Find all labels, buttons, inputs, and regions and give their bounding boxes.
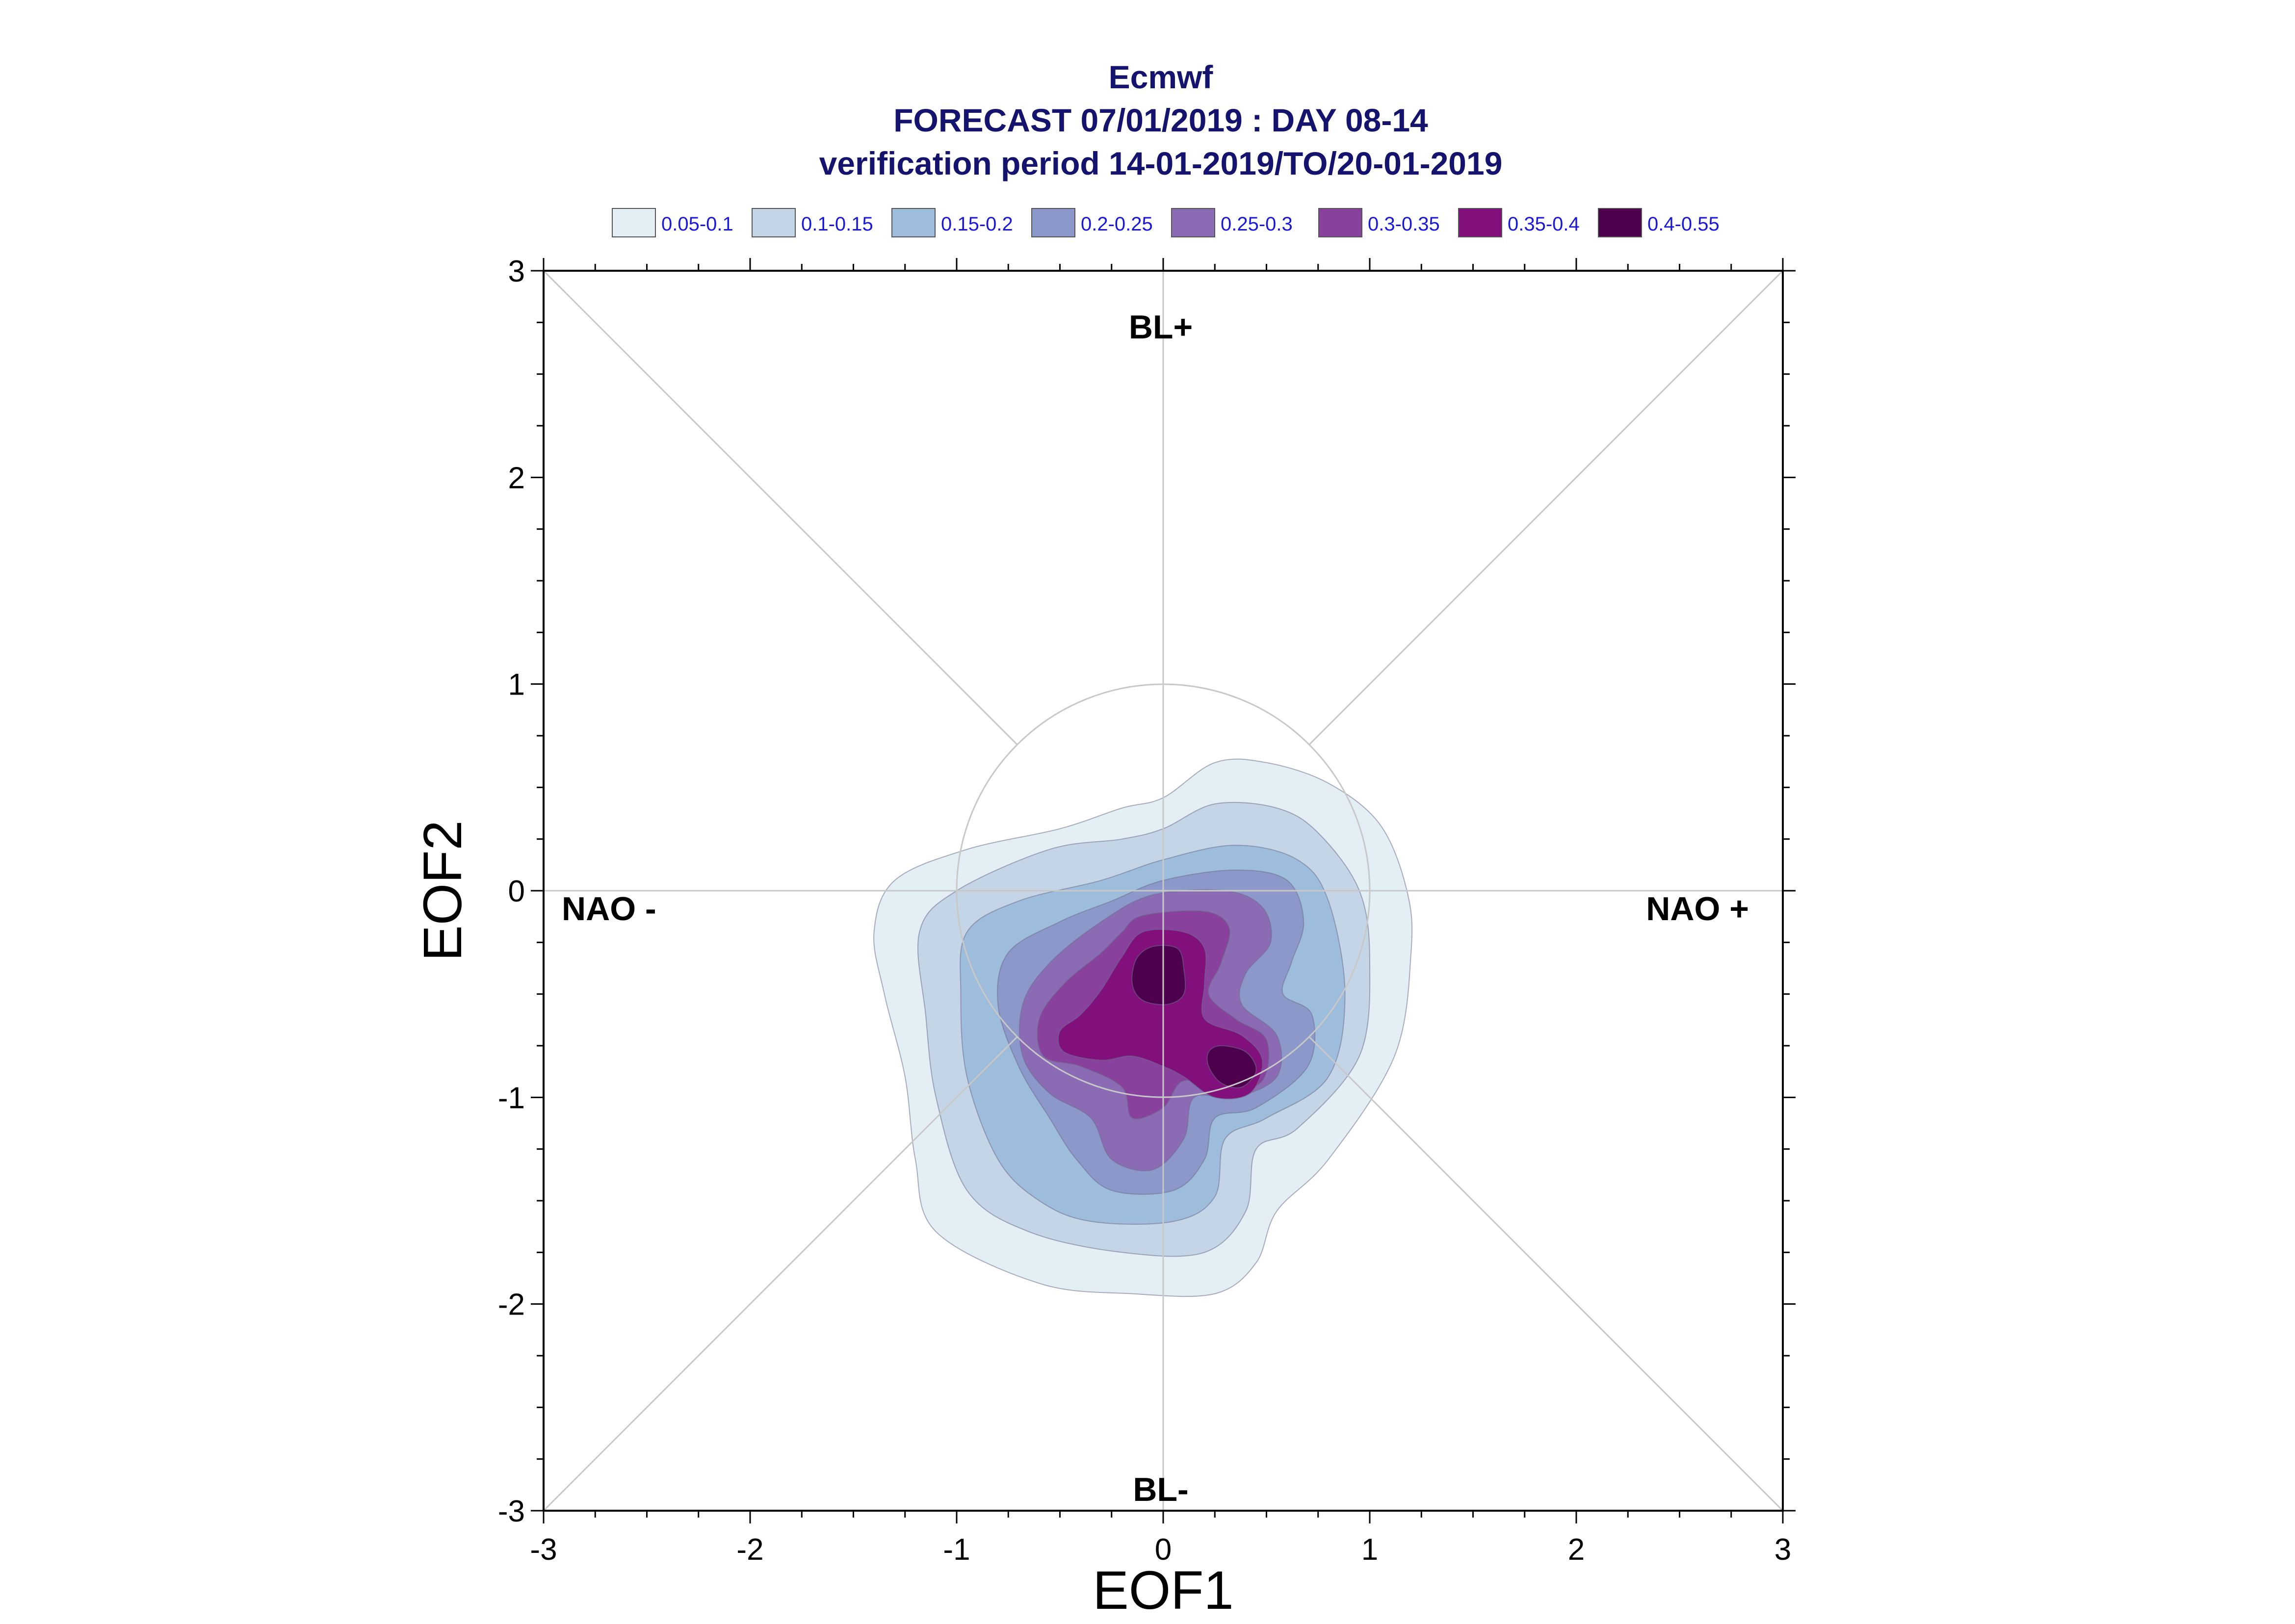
legend: 0.05-0.1 0.1-0.15 0.15-0.2 0.2-0.25 0.25-0.3… bbox=[612, 208, 1720, 237]
regime-label-left: NAO - bbox=[562, 890, 656, 928]
title-line-1: Ecmwf bbox=[1109, 59, 1214, 95]
diagonal-guide-2 bbox=[544, 1036, 1018, 1511]
x-tick-label: 3 bbox=[1774, 1533, 1791, 1567]
legend-swatch bbox=[1171, 208, 1215, 237]
legend-item: 0.35-0.4 bbox=[1458, 208, 1580, 237]
title-line-2: FORECAST 07/01/2019 : DAY 08-14 bbox=[893, 102, 1428, 138]
y-tick-label: 0 bbox=[508, 875, 525, 908]
legend-swatch bbox=[752, 208, 796, 237]
legend-item: 0.25-0.3 bbox=[1171, 208, 1293, 237]
legend-swatch bbox=[1458, 208, 1502, 237]
regime-label-bottom: BL- bbox=[1133, 1471, 1188, 1508]
legend-label: 0.2-0.25 bbox=[1081, 213, 1153, 235]
legend-item: 0.4-0.55 bbox=[1598, 208, 1720, 237]
x-tick-label: -3 bbox=[530, 1533, 557, 1567]
x-tick-label: -2 bbox=[736, 1533, 763, 1567]
contour-level-7-region-0 bbox=[1131, 945, 1186, 1005]
legend-item: 0.05-0.1 bbox=[612, 208, 733, 237]
regime-label-right: NAO + bbox=[1646, 890, 1749, 928]
legend-swatch bbox=[612, 208, 656, 237]
legend-label: 0.4-0.55 bbox=[1647, 213, 1720, 235]
title-line-3: verification period 14-01-2019/TO/20-01-… bbox=[819, 145, 1503, 181]
legend-label: 0.35-0.4 bbox=[1508, 213, 1580, 235]
legend-item: 0.15-0.2 bbox=[891, 208, 1013, 237]
diagonal-guide-3 bbox=[1308, 1036, 1783, 1511]
legend-swatch bbox=[1318, 208, 1362, 237]
legend-swatch bbox=[1031, 208, 1075, 237]
contour-level-7-region-1 bbox=[1206, 1045, 1257, 1088]
legend-label: 0.25-0.3 bbox=[1221, 213, 1293, 235]
legend-label: 0.05-0.1 bbox=[661, 213, 733, 235]
x-axis-title: EOF1 bbox=[1093, 1560, 1233, 1621]
density-contours bbox=[873, 758, 1413, 1297]
legend-swatch bbox=[1598, 208, 1642, 237]
x-tick-label: 1 bbox=[1361, 1533, 1378, 1567]
legend-item: 0.3-0.35 bbox=[1318, 208, 1440, 237]
y-tick-label: 1 bbox=[508, 668, 525, 702]
axis-ticks: -3 -2 -1 0 1 2 3 -3 -2 -1 0 1 2 3 bbox=[498, 255, 1796, 1567]
legend-label: 0.3-0.35 bbox=[1368, 213, 1440, 235]
legend-item: 0.1-0.15 bbox=[752, 208, 873, 237]
y-tick-label: -1 bbox=[498, 1081, 525, 1115]
y-tick-label: 3 bbox=[508, 255, 525, 288]
legend-label: 0.15-0.2 bbox=[941, 213, 1013, 235]
legend-item: 0.2-0.25 bbox=[1031, 208, 1153, 237]
chart-title: Ecmwf FORECAST 07/01/2019 : DAY 08-14 ve… bbox=[819, 59, 1503, 181]
regime-label-top: BL+ bbox=[1129, 309, 1193, 346]
x-tick-label: -1 bbox=[943, 1533, 970, 1567]
diagonal-guide-0 bbox=[1308, 271, 1783, 746]
y-axis-title: EOF2 bbox=[413, 820, 473, 961]
legend-label: 0.1-0.15 bbox=[801, 213, 873, 235]
plot-guides bbox=[544, 271, 1783, 1511]
y-tick-label: -2 bbox=[498, 1288, 525, 1322]
reference-circle bbox=[956, 683, 1371, 1098]
legend-swatch bbox=[891, 208, 936, 237]
y-tick-label: -3 bbox=[498, 1495, 525, 1528]
y-tick-label: 2 bbox=[508, 461, 525, 495]
x-tick-label: 2 bbox=[1568, 1533, 1585, 1567]
x-tick-label: 0 bbox=[1155, 1533, 1172, 1567]
diagonal-guide-1 bbox=[544, 271, 1018, 746]
